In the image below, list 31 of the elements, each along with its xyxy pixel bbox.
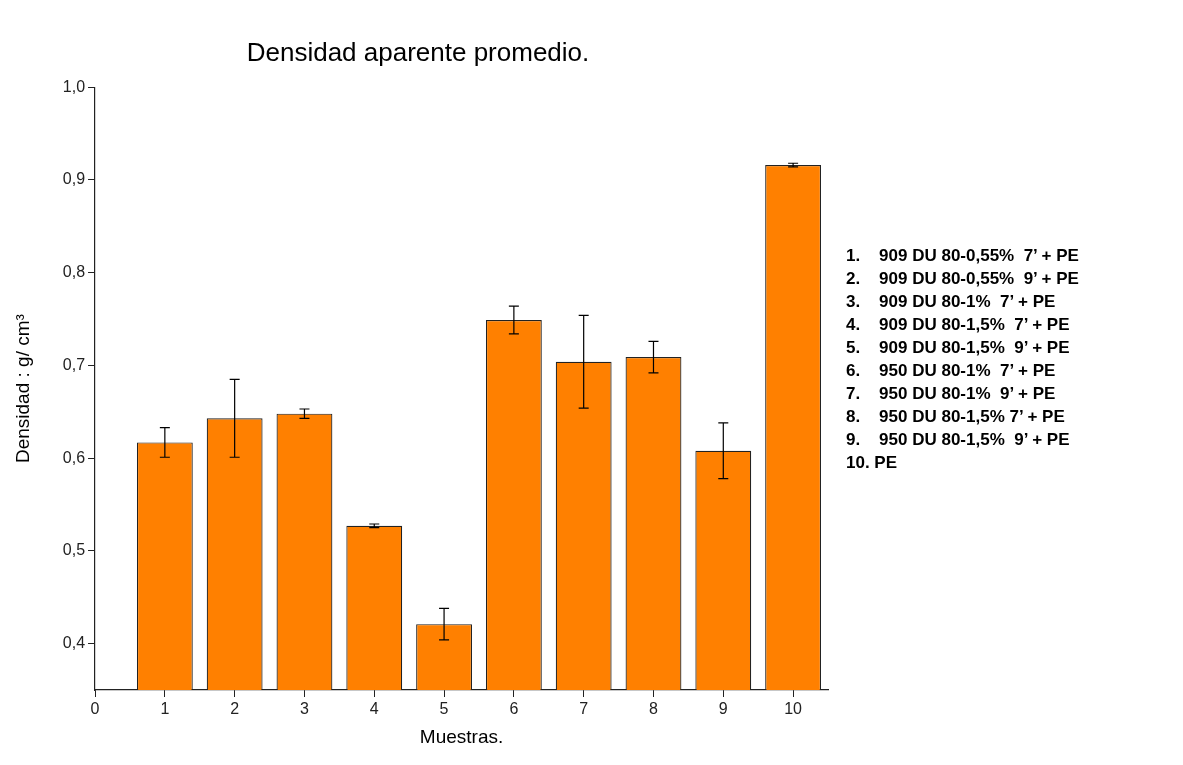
text: 10. PE (846, 452, 899, 474)
x-tick-label: 1 (160, 700, 170, 718)
y-tick-label: 0,7 (62, 355, 86, 373)
x-axis-title: Muestras. (419, 725, 504, 747)
y-axis-title: Densidad : g/ cm³ (11, 314, 33, 464)
x-tick-label: 6 (509, 700, 519, 718)
x-tick-label: 4 (369, 700, 379, 718)
text: 3. 909 DU 80-1% 7’ + PE (846, 291, 1057, 313)
text: 5. 909 DU 80-1,5% 9’ + PE (846, 337, 1071, 359)
x-tick-label: 3 (300, 700, 310, 718)
x-tick-label: 2 (230, 700, 240, 718)
chart-title: Densidad aparente promedio. (246, 36, 590, 67)
y-tick-label: 0,4 (62, 634, 86, 652)
text: 4. 909 DU 80-1,5% 7’ + PE (846, 314, 1071, 336)
text: 6. 950 DU 80-1% 7’ + PE (846, 360, 1057, 382)
x-tick-label: 5 (439, 700, 449, 718)
x-tick-label: 7 (579, 700, 589, 718)
text: 9. 950 DU 80-1,5% 9’ + PE (846, 429, 1071, 451)
x-tick-label: 8 (649, 700, 659, 718)
text: 7. 950 DU 80-1% 9’ + PE (846, 383, 1057, 405)
x-tick-label: 9 (718, 700, 728, 718)
y-tick-label: 1,0 (62, 77, 86, 95)
y-tick-label: 0,5 (62, 541, 86, 559)
y-tick-label: 0,8 (62, 263, 86, 281)
y-tick-label: 0,9 (62, 170, 86, 188)
y-tick-label: 0,6 (62, 448, 86, 466)
text: 1. 909 DU 80-0,55% 7’ + PE (846, 245, 1079, 267)
x-tick-label: 0 (90, 700, 100, 718)
text: 2. 909 DU 80-0,55% 9’ + PE (846, 268, 1079, 290)
text: 8. 950 DU 80-1,5% 7’ + PE (846, 406, 1066, 428)
x-tick-label: 10 (784, 700, 803, 718)
